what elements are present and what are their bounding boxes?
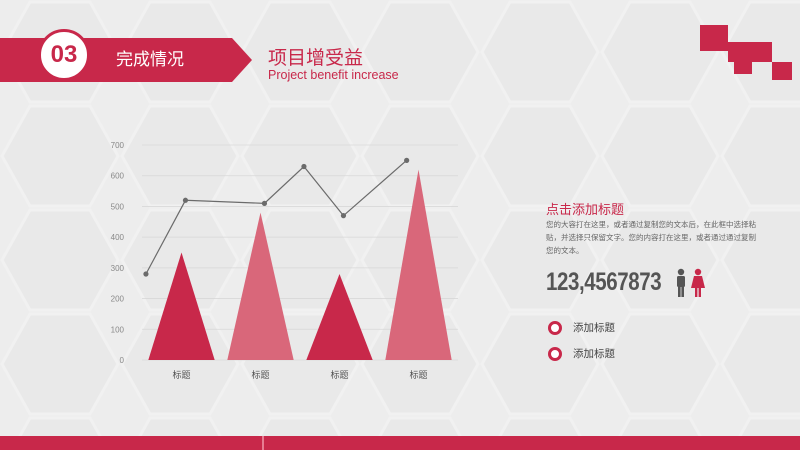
x-tick-label: 标题 [409,369,427,381]
corner-deco-square [772,62,792,80]
line-point [143,271,149,277]
section-label: 完成情况 [116,50,184,70]
option-circle-icon [548,346,562,361]
bar-triangle [385,169,452,360]
female-person-icon [691,268,705,297]
bar-triangle [148,252,215,360]
male-person-icon [677,268,685,297]
y-tick-label: 600 [111,172,125,181]
bar-triangle [306,274,373,360]
panel-title: 点击添加标题 [546,203,625,218]
page-subtitle: Project benefit increase [268,68,399,82]
option-item[interactable]: 添加标题 [548,346,615,361]
option-label: 添加标题 [573,322,615,334]
y-tick-label: 200 [111,295,125,304]
series-line [145,159,408,275]
line-point [182,197,189,203]
line-point [340,213,347,219]
y-tick-label: 700 [111,141,125,150]
option-label: 添加标题 [573,348,615,360]
panel-body-text: 您的大容打在这里，或者通过复制您的文本后，在此框中选择粘贴，并选择只保留文字。您… [546,220,756,255]
option-circle-icon [548,320,562,335]
corner-deco-square [734,58,752,74]
section-number-badge: 03 [38,29,90,81]
corner-deco-square [700,25,728,51]
big-number: 123,4567873 [546,268,662,296]
x-tick-label: 标题 [251,369,269,381]
corner-deco-square [728,42,750,62]
y-tick-label: 300 [111,264,125,273]
line-point [261,200,268,206]
chart: 0 100 200 300 400 500 600 700 标题 标题 标题 标题 [111,141,458,381]
bar-triangle [227,212,294,360]
corner-deco-square [750,42,772,62]
y-tick-label: 400 [111,233,125,242]
option-item[interactable]: 添加标题 [548,320,615,335]
footer-bar [0,436,800,450]
x-tick-label: 标题 [172,369,190,381]
x-tick-label: 标题 [330,369,348,381]
line-point [404,157,410,163]
line-point [301,163,307,170]
people-icon [677,268,705,297]
page-title: 项目增受益 [268,47,364,69]
y-tick-label: 500 [111,202,125,211]
y-tick-label: 0 [120,356,125,365]
footer-divider [262,436,264,450]
y-tick-label: 100 [111,325,125,334]
